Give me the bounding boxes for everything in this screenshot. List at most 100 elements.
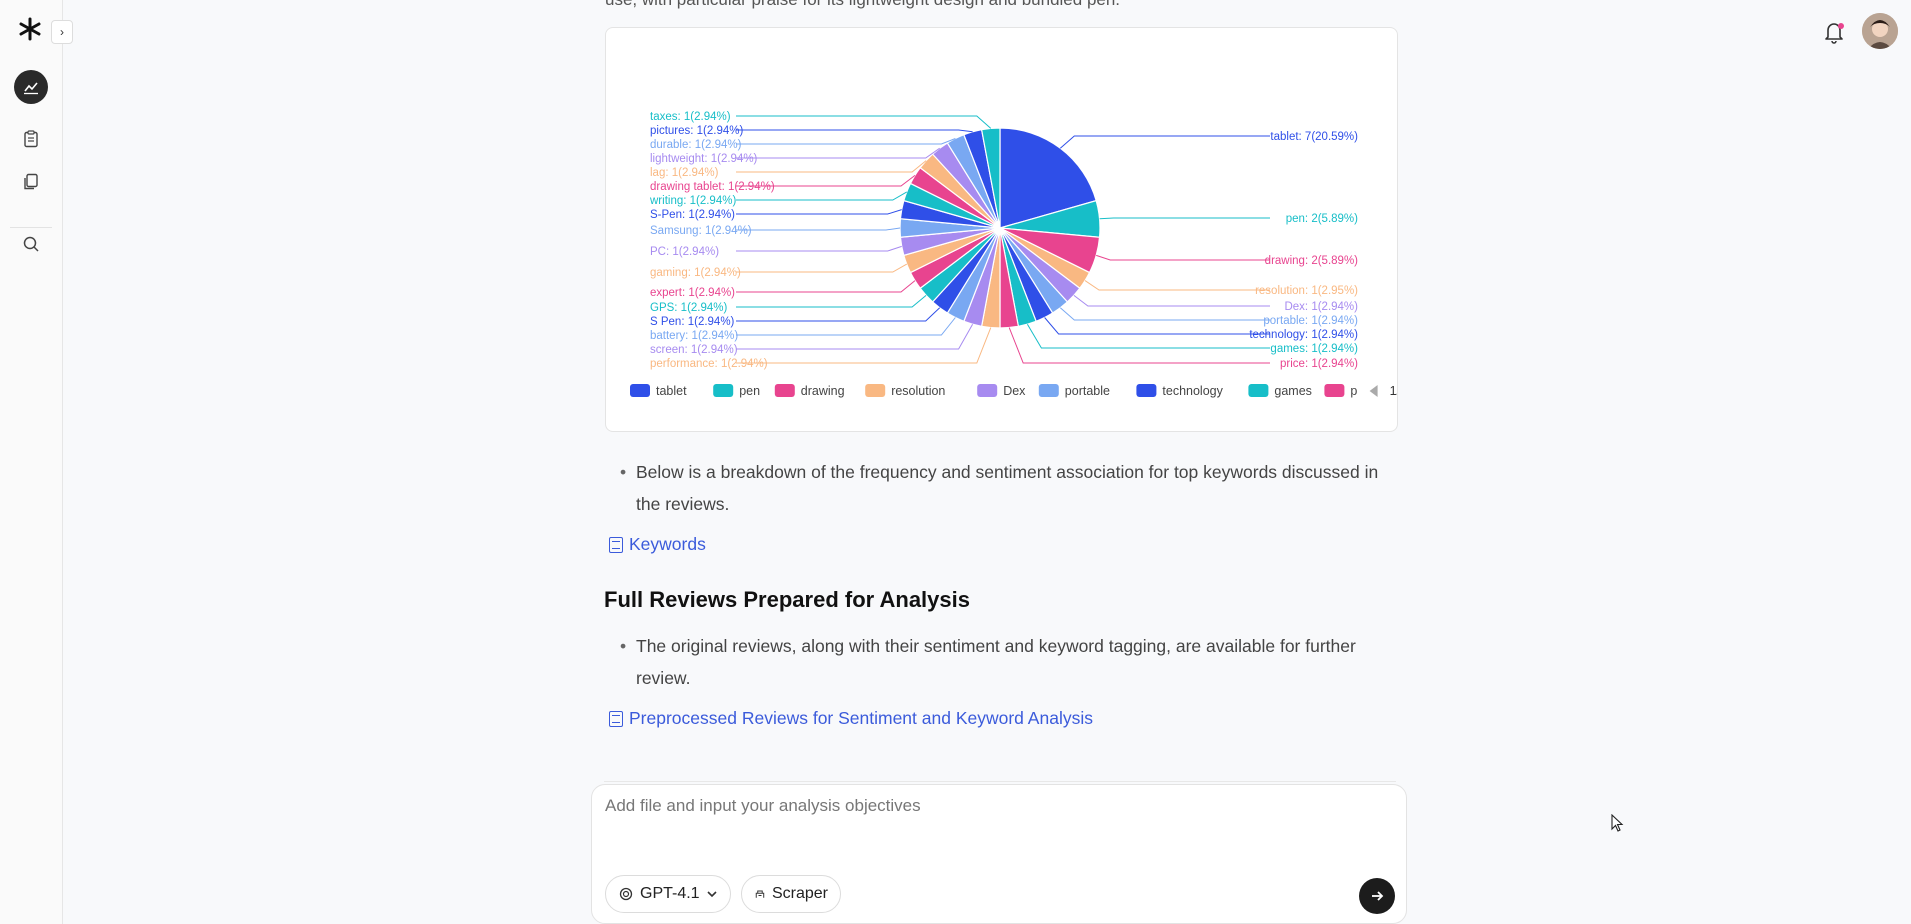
legend-swatch bbox=[630, 384, 650, 397]
model-select[interactable]: GPT-4.1 bbox=[605, 875, 731, 913]
input-divider bbox=[604, 781, 1396, 782]
copy-icon[interactable] bbox=[14, 165, 48, 199]
pie-label: pen: 2(5.89%) bbox=[1286, 213, 1358, 225]
legend-prev-icon[interactable] bbox=[1369, 385, 1378, 397]
pie-label: GPS: 1(2.94%) bbox=[650, 302, 728, 314]
table-file-icon bbox=[609, 536, 623, 553]
legend-swatch bbox=[713, 384, 734, 397]
legend-swatch bbox=[865, 384, 886, 397]
legend-swatch bbox=[1038, 384, 1059, 397]
legend-swatch bbox=[1324, 384, 1345, 397]
legend-item-technology[interactable]: technology bbox=[1136, 384, 1224, 398]
pie-leader-line bbox=[736, 307, 941, 322]
pie-label: battery: 1(2.94%) bbox=[650, 330, 738, 342]
pie-label: durable: 1(2.94%) bbox=[650, 139, 742, 151]
legend-item-tablet[interactable]: tablet bbox=[630, 384, 687, 398]
analysis-input-box[interactable]: Add file and input your analysis objecti… bbox=[591, 784, 1407, 924]
pie-label: expert: 1(2.94%) bbox=[650, 287, 735, 299]
keywords-file-link[interactable]: Keywords bbox=[609, 534, 706, 555]
pie-leader-line bbox=[1059, 307, 1270, 321]
analysis-input-placeholder[interactable]: Add file and input your analysis objecti… bbox=[605, 796, 921, 815]
pie-leader-line bbox=[736, 323, 974, 350]
legend-item-portable[interactable]: portable bbox=[1038, 384, 1110, 398]
pie-leader-line bbox=[1099, 217, 1270, 220]
pie-leader-line bbox=[736, 147, 940, 159]
pie-label: resolution: 1(2.95%) bbox=[1255, 285, 1358, 297]
pie-label: writing: 1(2.94%) bbox=[649, 195, 736, 207]
arrow-right-icon bbox=[1372, 891, 1384, 901]
pie-label: drawing tablet: 1(2.94%) bbox=[650, 181, 775, 193]
pie-leader-line bbox=[736, 138, 956, 145]
pie-chart-card: tablet: 7(20.59%) pen: 2(5.89%) drawing: 2… bbox=[605, 27, 1398, 432]
preprocessed-file-link[interactable]: Preprocessed Reviews for Sentiment and K… bbox=[609, 708, 1093, 729]
openai-icon bbox=[619, 887, 633, 901]
legend-label: p bbox=[1350, 384, 1357, 398]
pie-label: drawing: 2(5.89%) bbox=[1265, 255, 1358, 267]
pie-leader-line bbox=[1084, 280, 1270, 291]
keywords-link-text[interactable]: Keywords bbox=[629, 534, 706, 554]
chart-nav-icon[interactable] bbox=[14, 70, 48, 104]
legend-label: tablet bbox=[656, 384, 687, 398]
pie-label: portable: 1(2.94%) bbox=[1263, 315, 1358, 327]
pie-leader-line bbox=[736, 160, 927, 173]
pie-label: price: 1(2.94%) bbox=[1280, 358, 1358, 370]
legend-page: 1/4 bbox=[1390, 384, 1397, 398]
scraper-button[interactable]: Scraper bbox=[741, 875, 841, 913]
pie-leader-line bbox=[736, 227, 901, 231]
pie-label: tablet: 7(20.59%) bbox=[1270, 131, 1358, 143]
legend-item-dex[interactable]: Dex bbox=[977, 384, 1026, 398]
legend-label: pen bbox=[739, 384, 760, 398]
pie-leader-line bbox=[736, 245, 902, 252]
user-avatar[interactable] bbox=[1862, 13, 1898, 49]
legend-item-drawing[interactable]: drawing bbox=[774, 384, 845, 398]
bell-icon[interactable] bbox=[1820, 18, 1848, 46]
pie-leader-line bbox=[1096, 254, 1270, 261]
app-logo-icon[interactable] bbox=[17, 16, 43, 42]
pie-label: lightweight: 1(2.94%) bbox=[650, 153, 758, 165]
model-label: GPT-4.1 bbox=[640, 885, 700, 902]
mouse-cursor-icon bbox=[1611, 813, 1625, 839]
pie-label: PC: 1(2.94%) bbox=[650, 246, 719, 258]
legend-swatch bbox=[1248, 384, 1269, 397]
scraper-icon bbox=[755, 890, 765, 898]
pie-label: technology: 1(2.94%) bbox=[1249, 329, 1358, 341]
pie-leader-line bbox=[736, 129, 973, 133]
intro-paragraph: use, with particular praise for its ligh… bbox=[605, 0, 1120, 10]
pie-chart: tablet: 7(20.59%) pen: 2(5.89%) drawing: 2… bbox=[630, 111, 1397, 398]
table-file-icon bbox=[609, 710, 623, 727]
legend-label: portable bbox=[1065, 384, 1110, 398]
pie-label: Samsung: 1(2.94%) bbox=[650, 225, 752, 237]
pie-leader-line bbox=[736, 115, 992, 129]
pie-label: S-Pen: 1(2.94%) bbox=[650, 209, 735, 221]
pie-leader-line bbox=[736, 191, 908, 201]
legend-item-resolution[interactable]: resolution bbox=[865, 384, 945, 398]
chat-search-icon[interactable] bbox=[14, 227, 48, 261]
pie-label: gaming: 1(2.94%) bbox=[650, 267, 741, 279]
expand-sidebar-button[interactable]: › bbox=[51, 20, 73, 44]
pie-leader-line bbox=[1008, 327, 1270, 364]
pie-leader-line bbox=[736, 175, 916, 187]
pie-leader-line bbox=[1059, 135, 1270, 149]
legend-label: drawing bbox=[801, 384, 845, 398]
pie-slice-tablet[interactable] bbox=[999, 127, 1097, 229]
reviews-bullet: The original reviews, along with their s… bbox=[620, 630, 1390, 694]
legend-item-games[interactable]: games bbox=[1248, 384, 1312, 398]
clipboard-icon[interactable] bbox=[14, 122, 48, 156]
section-title: Full Reviews Prepared for Analysis bbox=[604, 587, 970, 612]
legend-item-p[interactable]: p bbox=[1324, 384, 1357, 398]
legend-swatch bbox=[774, 384, 795, 397]
pie-leader-line bbox=[736, 280, 916, 293]
send-button[interactable] bbox=[1359, 878, 1395, 914]
preprocessed-link-text[interactable]: Preprocessed Reviews for Sentiment and K… bbox=[629, 708, 1093, 728]
pie-label: performance: 1(2.94%) bbox=[650, 358, 768, 370]
legend-item-pen[interactable]: pen bbox=[713, 384, 760, 398]
pie-label: lag: 1(2.94%) bbox=[650, 167, 719, 179]
pie-leader-line bbox=[1026, 323, 1270, 349]
pie-leader-line bbox=[1044, 317, 1270, 335]
pie-label: taxes: 1(2.94%) bbox=[650, 111, 731, 123]
pie-label: S Pen: 1(2.94%) bbox=[650, 316, 735, 328]
legend-label: Dex bbox=[1003, 384, 1026, 398]
scraper-label: Scraper bbox=[771, 885, 828, 902]
reviews-bullet-text: The original reviews, along with their s… bbox=[636, 636, 1356, 688]
chevron-down-icon bbox=[707, 891, 717, 898]
